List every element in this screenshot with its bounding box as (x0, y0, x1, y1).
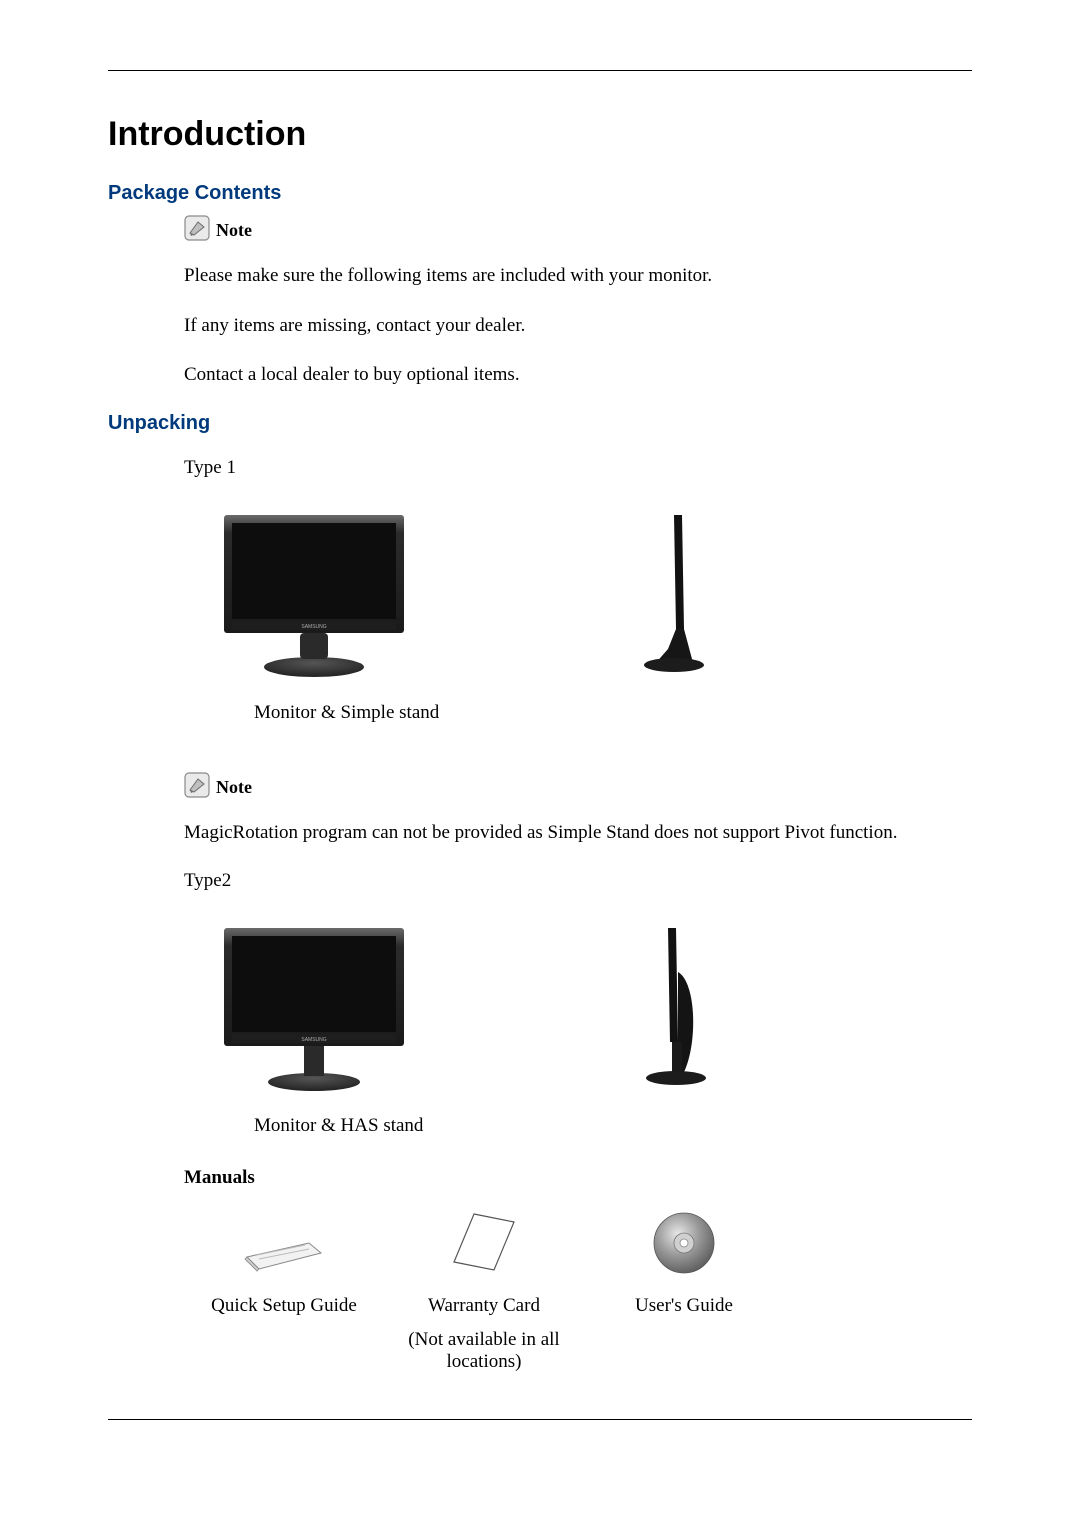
type1-front-image: SAMSUNG (184, 509, 444, 684)
note-icon (184, 215, 210, 241)
pc-body-1: If any items are missing, contact your d… (184, 313, 972, 339)
cd-icon (584, 1203, 784, 1283)
note-icon-2 (184, 772, 210, 798)
note-row-1: Note (184, 215, 972, 241)
manual-label-0: Quick Setup Guide (184, 1295, 384, 1317)
note-label-1: Note (216, 220, 252, 241)
type1-side-image (544, 509, 804, 684)
svg-text:SAMSUNG: SAMSUNG (301, 624, 326, 630)
type1-caption: Monitor & Simple stand (184, 702, 972, 724)
page-title: Introduction (108, 115, 972, 154)
manual-quick-setup: Quick Setup Guide (184, 1203, 384, 1373)
type2-side-image (544, 922, 804, 1097)
manual-users-guide: User's Guide (584, 1203, 784, 1373)
pc-body-2: Contact a local dealer to buy optional i… (184, 362, 972, 388)
pc-body-0: Please make sure the following items are… (184, 263, 972, 289)
manuals-heading: Manuals (184, 1167, 972, 1189)
type2-label: Type2 (184, 870, 972, 892)
section-unpacking: Unpacking Type 1 (108, 412, 972, 1373)
heading-package-contents: Package Contents (108, 182, 972, 205)
type2-front-image: SAMSUNG (184, 922, 444, 1097)
type2-caption: Monitor & HAS stand (184, 1115, 972, 1137)
type2-row: SAMSUNG (184, 922, 972, 1097)
manuals-row: Quick Setup Guide Warranty Card (Not ava… (184, 1203, 972, 1373)
manual-warranty: Warranty Card (Not available in all loca… (384, 1203, 584, 1373)
manual-label-2: User's Guide (584, 1295, 784, 1317)
note2-text: MagicRotation program can not be provide… (184, 820, 972, 846)
type1-row: SAMSUNG (184, 509, 972, 684)
note-row-2: Note (184, 772, 972, 798)
page-container: Introduction Package Contents Note Pleas… (0, 0, 1080, 1373)
heading-unpacking: Unpacking (108, 412, 972, 435)
manual-sub-1: (Not available in all locations) (384, 1329, 584, 1373)
manual-label-1: Warranty Card (384, 1295, 584, 1317)
warranty-card-icon (384, 1203, 584, 1283)
top-rule (108, 70, 972, 71)
type1-label: Type 1 (184, 457, 972, 479)
quick-setup-guide-icon (184, 1203, 384, 1283)
note-label-2: Note (216, 777, 252, 798)
svg-text:SAMSUNG: SAMSUNG (301, 1037, 326, 1043)
bottom-rule (108, 1419, 972, 1420)
section-package-contents: Package Contents Note Please make sure t… (108, 182, 972, 388)
